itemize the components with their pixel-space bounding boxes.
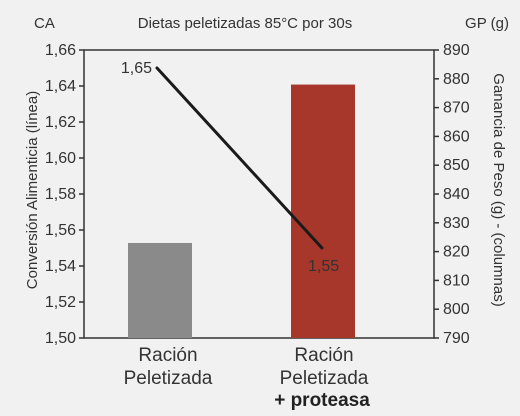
right-tick-label: 860 <box>443 128 470 145</box>
left-axis-short-label: CA <box>34 15 55 32</box>
right-tick-label: 840 <box>443 186 470 203</box>
left-tick-label: 1,52 <box>45 294 76 311</box>
bars-group <box>128 84 355 338</box>
left-axis-ticks: 1,50 1,52 1,54 1,56 1,58 1,60 1,62 1,64 1,66 <box>45 42 84 347</box>
line-value-label-2: 1,55 <box>308 258 339 275</box>
left-tick-label: 1,60 <box>45 150 76 167</box>
left-tick-label: 1,62 <box>45 114 76 131</box>
left-tick-label: 1,58 <box>45 186 76 203</box>
left-tick-label: 1,54 <box>45 258 76 275</box>
left-tick-label: 1,56 <box>45 222 76 239</box>
right-tick-label: 800 <box>443 301 470 318</box>
right-axis-title: Ganancia de Peso (g) - (columnas) <box>490 73 507 306</box>
line-series <box>155 66 324 250</box>
right-tick-label: 870 <box>443 100 470 117</box>
category-2-line3: + proteasa <box>274 390 370 411</box>
right-tick-label: 810 <box>443 272 470 289</box>
category-1-line1: Ración <box>138 345 197 366</box>
category-2-line1: Ración <box>294 345 353 366</box>
right-tick-label: 880 <box>443 71 470 88</box>
right-tick-label: 850 <box>443 157 470 174</box>
left-tick-label: 1,50 <box>45 330 76 347</box>
right-axis-short-label: GP (g) <box>465 15 509 32</box>
right-axis-ticks: 790 800 810 820 830 840 850 860 870 880 890 <box>434 42 470 347</box>
right-tick-label: 820 <box>443 244 470 261</box>
line-value-label-1: 1,65 <box>121 60 152 77</box>
line-group: 1,65 1,55 <box>121 60 339 275</box>
chart-title: Dietas peletizadas 85°C por 30s <box>138 15 352 32</box>
right-tick-label: 790 <box>443 330 470 347</box>
left-tick-label: 1,66 <box>45 42 76 59</box>
left-tick-label: 1,64 <box>45 78 76 95</box>
left-axis-title: Conversión Alimenticia (línea) <box>24 91 41 289</box>
right-tick-label: 890 <box>443 42 470 59</box>
category-1-line2: Peletizada <box>124 368 213 389</box>
bar-2 <box>291 84 355 338</box>
bar-1 <box>128 242 192 338</box>
category-2-line2: Peletizada <box>280 368 369 389</box>
right-tick-label: 830 <box>443 215 470 232</box>
